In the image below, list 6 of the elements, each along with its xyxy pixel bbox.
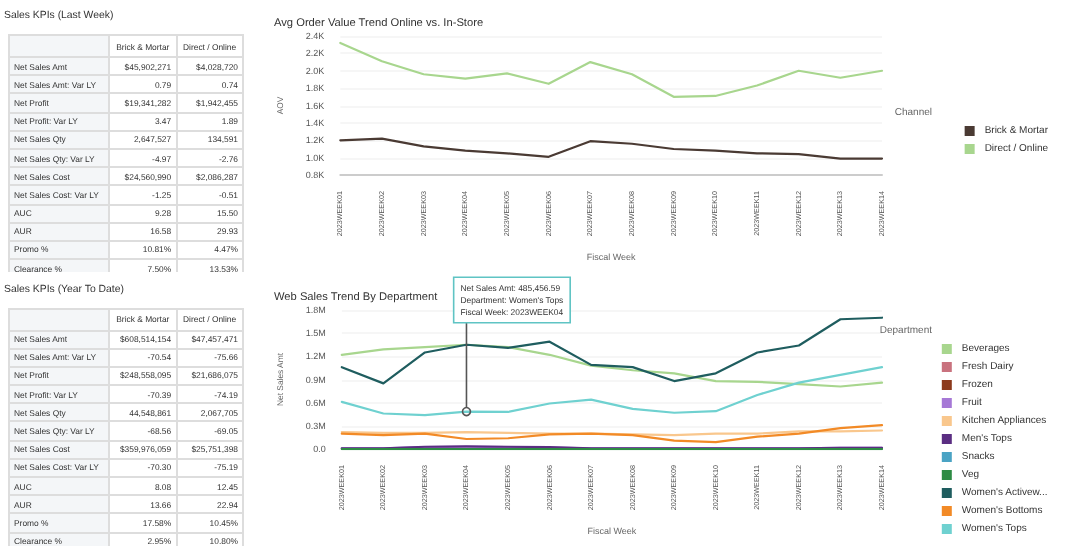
line-series bbox=[340, 423, 884, 443]
line-series bbox=[340, 365, 884, 416]
line-series bbox=[339, 41, 884, 98]
line-series bbox=[340, 315, 884, 384]
line-series bbox=[340, 342, 884, 387]
line-series bbox=[339, 137, 884, 160]
